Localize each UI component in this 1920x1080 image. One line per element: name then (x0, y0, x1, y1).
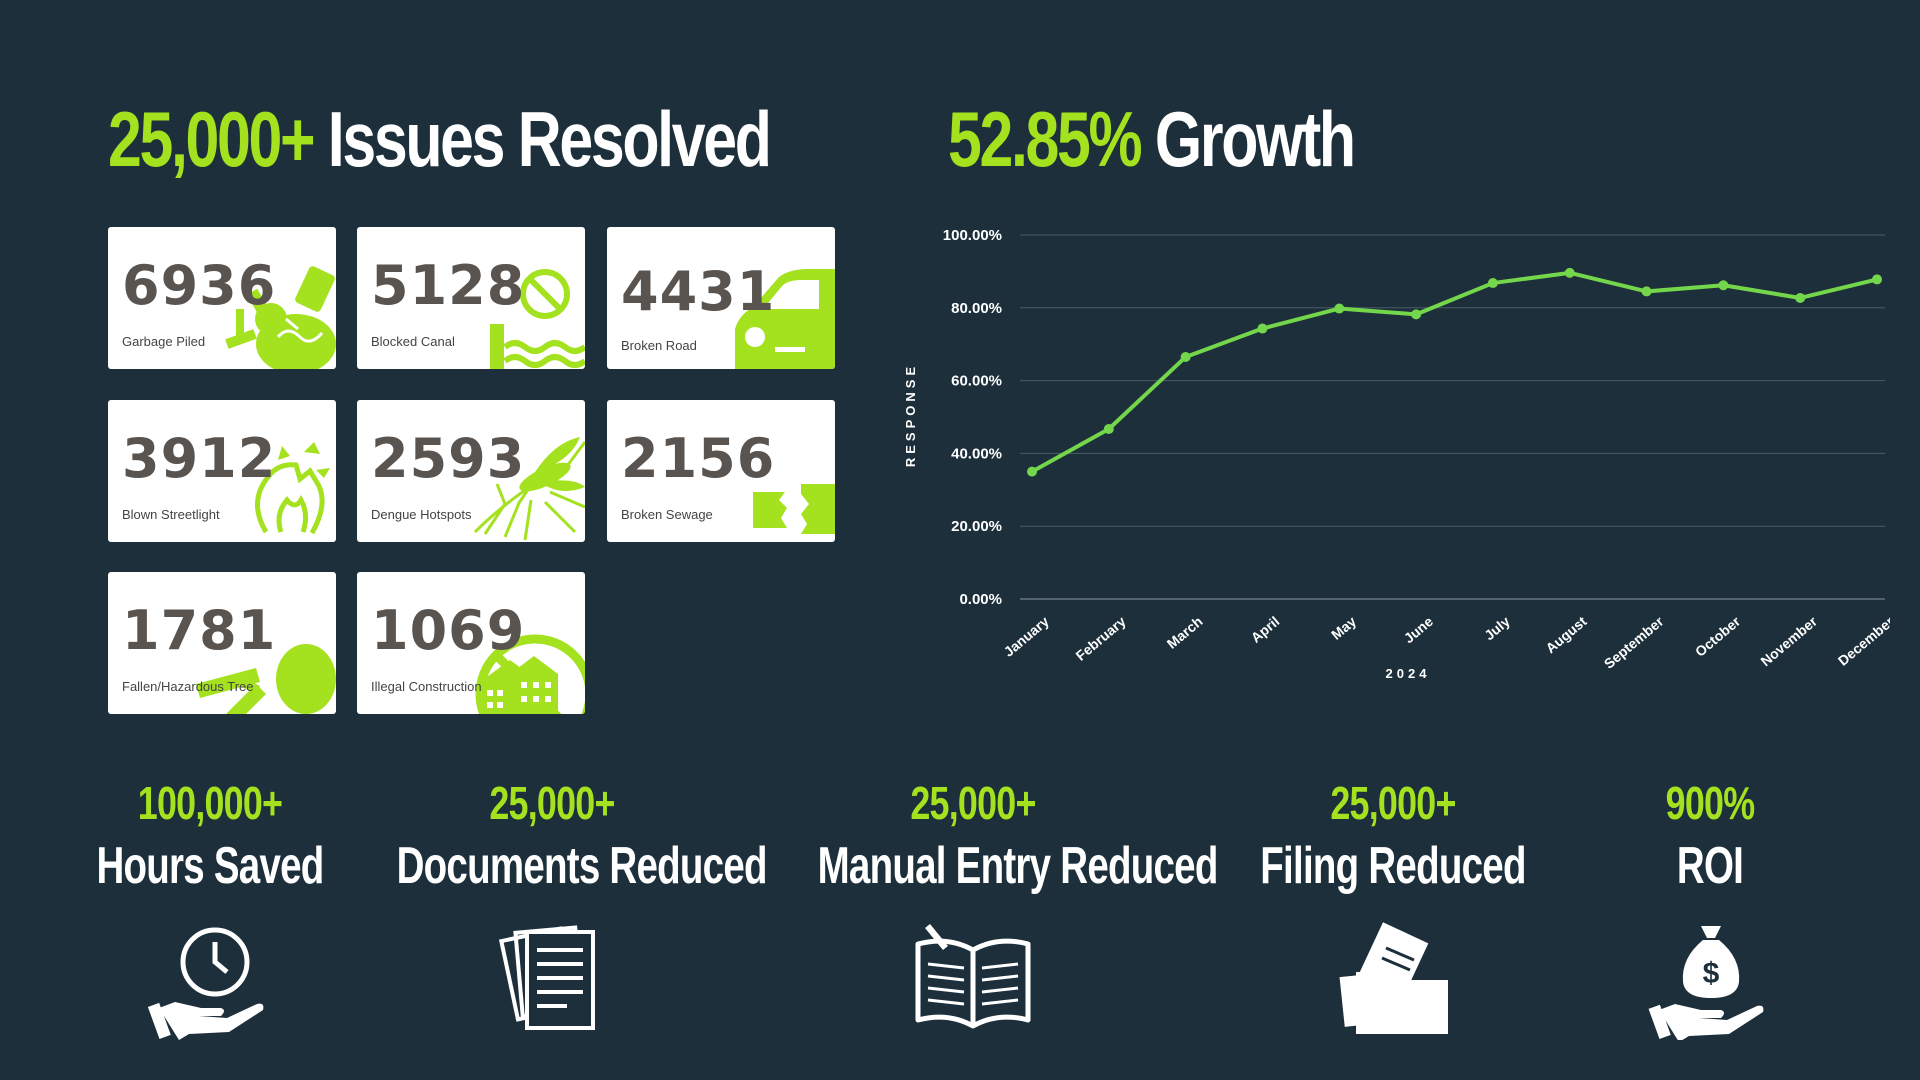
mosquito-icon (473, 437, 585, 541)
data-point (1334, 303, 1345, 314)
x-tick-label: August (1542, 613, 1589, 656)
card-blocked-canal: 5128 Blocked Canal (357, 227, 585, 369)
card-value: 5128 (371, 254, 526, 317)
stat-label: Hours Saved (96, 837, 324, 895)
y-tick-label: 80.00% (951, 300, 1002, 317)
card-value: 4431 (621, 260, 776, 323)
card-label: Broken Sewage (621, 507, 713, 522)
broken-pipe-icon (753, 484, 835, 534)
clock-hand-icon (147, 927, 264, 1040)
y-tick-label: 0.00% (959, 591, 1002, 608)
x-tick-label: November (1757, 613, 1820, 670)
stat-label: Documents Reduced (396, 837, 768, 895)
data-point (1872, 274, 1882, 285)
card-label: Garbage Piled (122, 334, 206, 349)
issues-highlight: 25,000+ (108, 95, 316, 183)
data-point (1257, 323, 1268, 334)
x-tick-label: February (1073, 613, 1129, 664)
issues-text: Issues Resolved (327, 95, 772, 183)
x-tick-label: March (1164, 613, 1206, 652)
stat-roi: 900% ROI $ (1500, 777, 1920, 1040)
growth-line-chart: 0.00% 20.00% 40.00% 60.00% 80.00% 100.00% Jan… (903, 227, 1890, 681)
issues-heading: 25,000+ Issues Resolved (108, 100, 772, 178)
data-point (1641, 286, 1652, 297)
card-label: Broken Road (621, 338, 697, 353)
data-point (1564, 267, 1575, 278)
card-broken-road: 4431 Broken Road (607, 227, 835, 369)
x-tick-label: September (1601, 613, 1667, 672)
y-tick-label: 60.00% (951, 373, 1002, 390)
stat-value: 25,000+ (1330, 777, 1456, 829)
data-point (1027, 466, 1037, 477)
stat-value: 100,000+ (137, 777, 283, 829)
documents-icon (498, 925, 595, 1030)
growth-text: Growth (1154, 95, 1356, 183)
prohibited-building-icon (475, 634, 585, 714)
data-point (1180, 351, 1191, 362)
x-tick-label: June (1401, 613, 1436, 646)
stat-documents-reduced: 25,000+ Documents Reduced (342, 777, 768, 1030)
card-label: Dengue Hotspots (371, 507, 472, 522)
growth-heading: 52.85% Growth (948, 100, 1356, 178)
y-axis-label: RESPONSE (903, 363, 918, 467)
card-blown-streetlight: 3912 Blown Streetlight (108, 400, 336, 542)
stat-filing-reduced: 25,000+ Filing Reduced (1183, 777, 1603, 1034)
card-garbage-piled: 6936 Garbage Piled (108, 227, 336, 369)
car-icon (735, 269, 835, 369)
y-tick-label: 40.00% (951, 445, 1002, 462)
card-dengue-hotspots: 2593 Dengue Hotspots (357, 400, 585, 542)
money-bag-hand-icon: $ (1648, 926, 1764, 1040)
card-value: 1781 (122, 599, 277, 662)
data-point (1103, 424, 1114, 435)
card-label: Fallen/Hazardous Tree (122, 679, 254, 694)
card-value: 3912 (122, 427, 277, 490)
data-point (1795, 292, 1806, 303)
x-tick-label: January (1001, 613, 1053, 660)
blocked-canal-icon (490, 269, 585, 369)
stat-hours-saved: 100,000+ Hours Saved (0, 777, 420, 1040)
y-tick-label: 20.00% (951, 518, 1002, 535)
card-illegal-construction: 1069 Illegal Construction (357, 572, 585, 714)
stat-label: ROI (1676, 837, 1744, 895)
x-tick-label: July (1481, 613, 1513, 643)
broken-bulb-icon (255, 442, 330, 535)
y-tick-label: 100.00% (943, 227, 1002, 244)
data-point (1718, 280, 1729, 291)
stat-manual-entry-reduced: 25,000+ Manual Entry Reduced (763, 777, 1219, 1029)
card-broken-sewage: 2156 Broken Sewage (607, 400, 835, 542)
garbage-icon (225, 266, 336, 369)
x-axis-label: 2024 (1386, 666, 1431, 681)
grid-lines (1020, 234, 1885, 600)
open-book-icon (915, 924, 1031, 1029)
x-tick-labels: January February March April May June July Augu… (1001, 613, 1890, 672)
x-tick-label: December (1835, 613, 1890, 669)
card-value: 2156 (621, 427, 776, 490)
growth-highlight: 52.85% (948, 95, 1143, 183)
series-line (1031, 270, 1878, 474)
card-value: 1069 (371, 599, 526, 662)
x-tick-label: April (1248, 613, 1283, 646)
stat-label: Manual Entry Reduced (817, 837, 1219, 895)
card-label: Blown Streetlight (122, 507, 220, 522)
stat-value: 25,000+ (910, 777, 1036, 829)
data-point (1411, 309, 1422, 320)
card-label: Illegal Construction (371, 679, 482, 694)
card-value: 6936 (122, 254, 277, 317)
card-value: 2593 (371, 427, 526, 490)
card-label: Blocked Canal (371, 334, 455, 349)
x-tick-label: May (1328, 613, 1359, 643)
svg-text:$: $ (1703, 957, 1720, 990)
stat-label: Filing Reduced (1260, 837, 1526, 895)
x-tick-label: October (1692, 613, 1744, 660)
stat-value: 900% (1665, 777, 1755, 829)
y-tick-labels: 0.00% 20.00% 40.00% 60.00% 80.00% 100.00% (943, 227, 1002, 608)
stat-value: 25,000+ (489, 777, 615, 829)
data-point (1487, 278, 1498, 289)
card-fallen-tree: 1781 Fallen/Hazardous Tree (108, 572, 336, 714)
series-points (1027, 267, 1882, 477)
folder-icon (1339, 922, 1448, 1034)
fallen-tree-icon (196, 644, 336, 714)
